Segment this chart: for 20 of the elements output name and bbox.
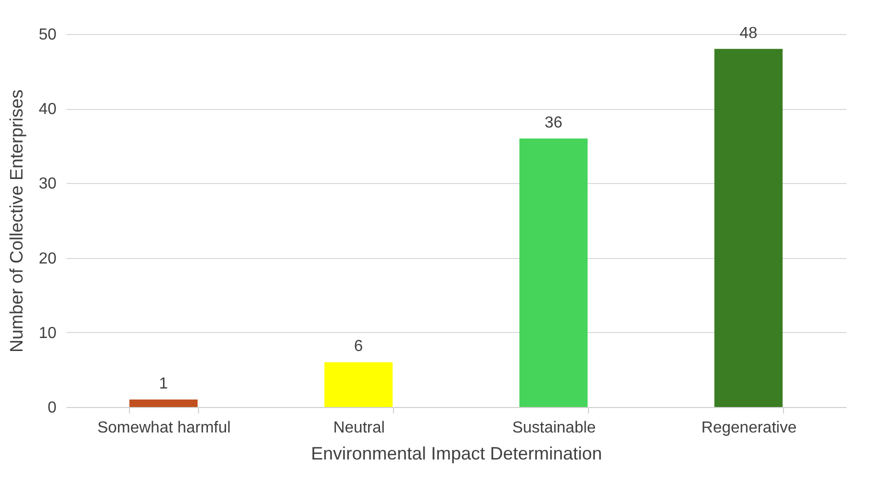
y-tick-label: 40	[38, 101, 57, 118]
y-tick-label: 0	[48, 400, 57, 416]
y-tick-label: 10	[38, 324, 57, 342]
data-label: 1	[159, 376, 168, 393]
bar	[324, 362, 393, 407]
y-tick-label: 50	[38, 26, 57, 44]
y-tick-label: 20	[38, 250, 57, 268]
bar	[129, 400, 198, 407]
data-label: 6	[354, 338, 364, 356]
y-tick-label: 30	[38, 176, 57, 193]
bar	[714, 48, 783, 407]
data-label: 36	[544, 114, 562, 132]
x-tick-label: Neutral	[333, 420, 385, 436]
x-axis-title: Environmental Impact Determination	[310, 444, 602, 464]
x-tick-label: Regenerative	[701, 420, 797, 436]
bar	[519, 138, 588, 407]
x-tick-label: Sustainable	[512, 420, 596, 436]
y-axis-title: Number of Collective Enterprises	[6, 89, 27, 353]
data-label: 48	[740, 24, 758, 42]
x-tick-label: Somewhat harmful	[97, 420, 231, 436]
